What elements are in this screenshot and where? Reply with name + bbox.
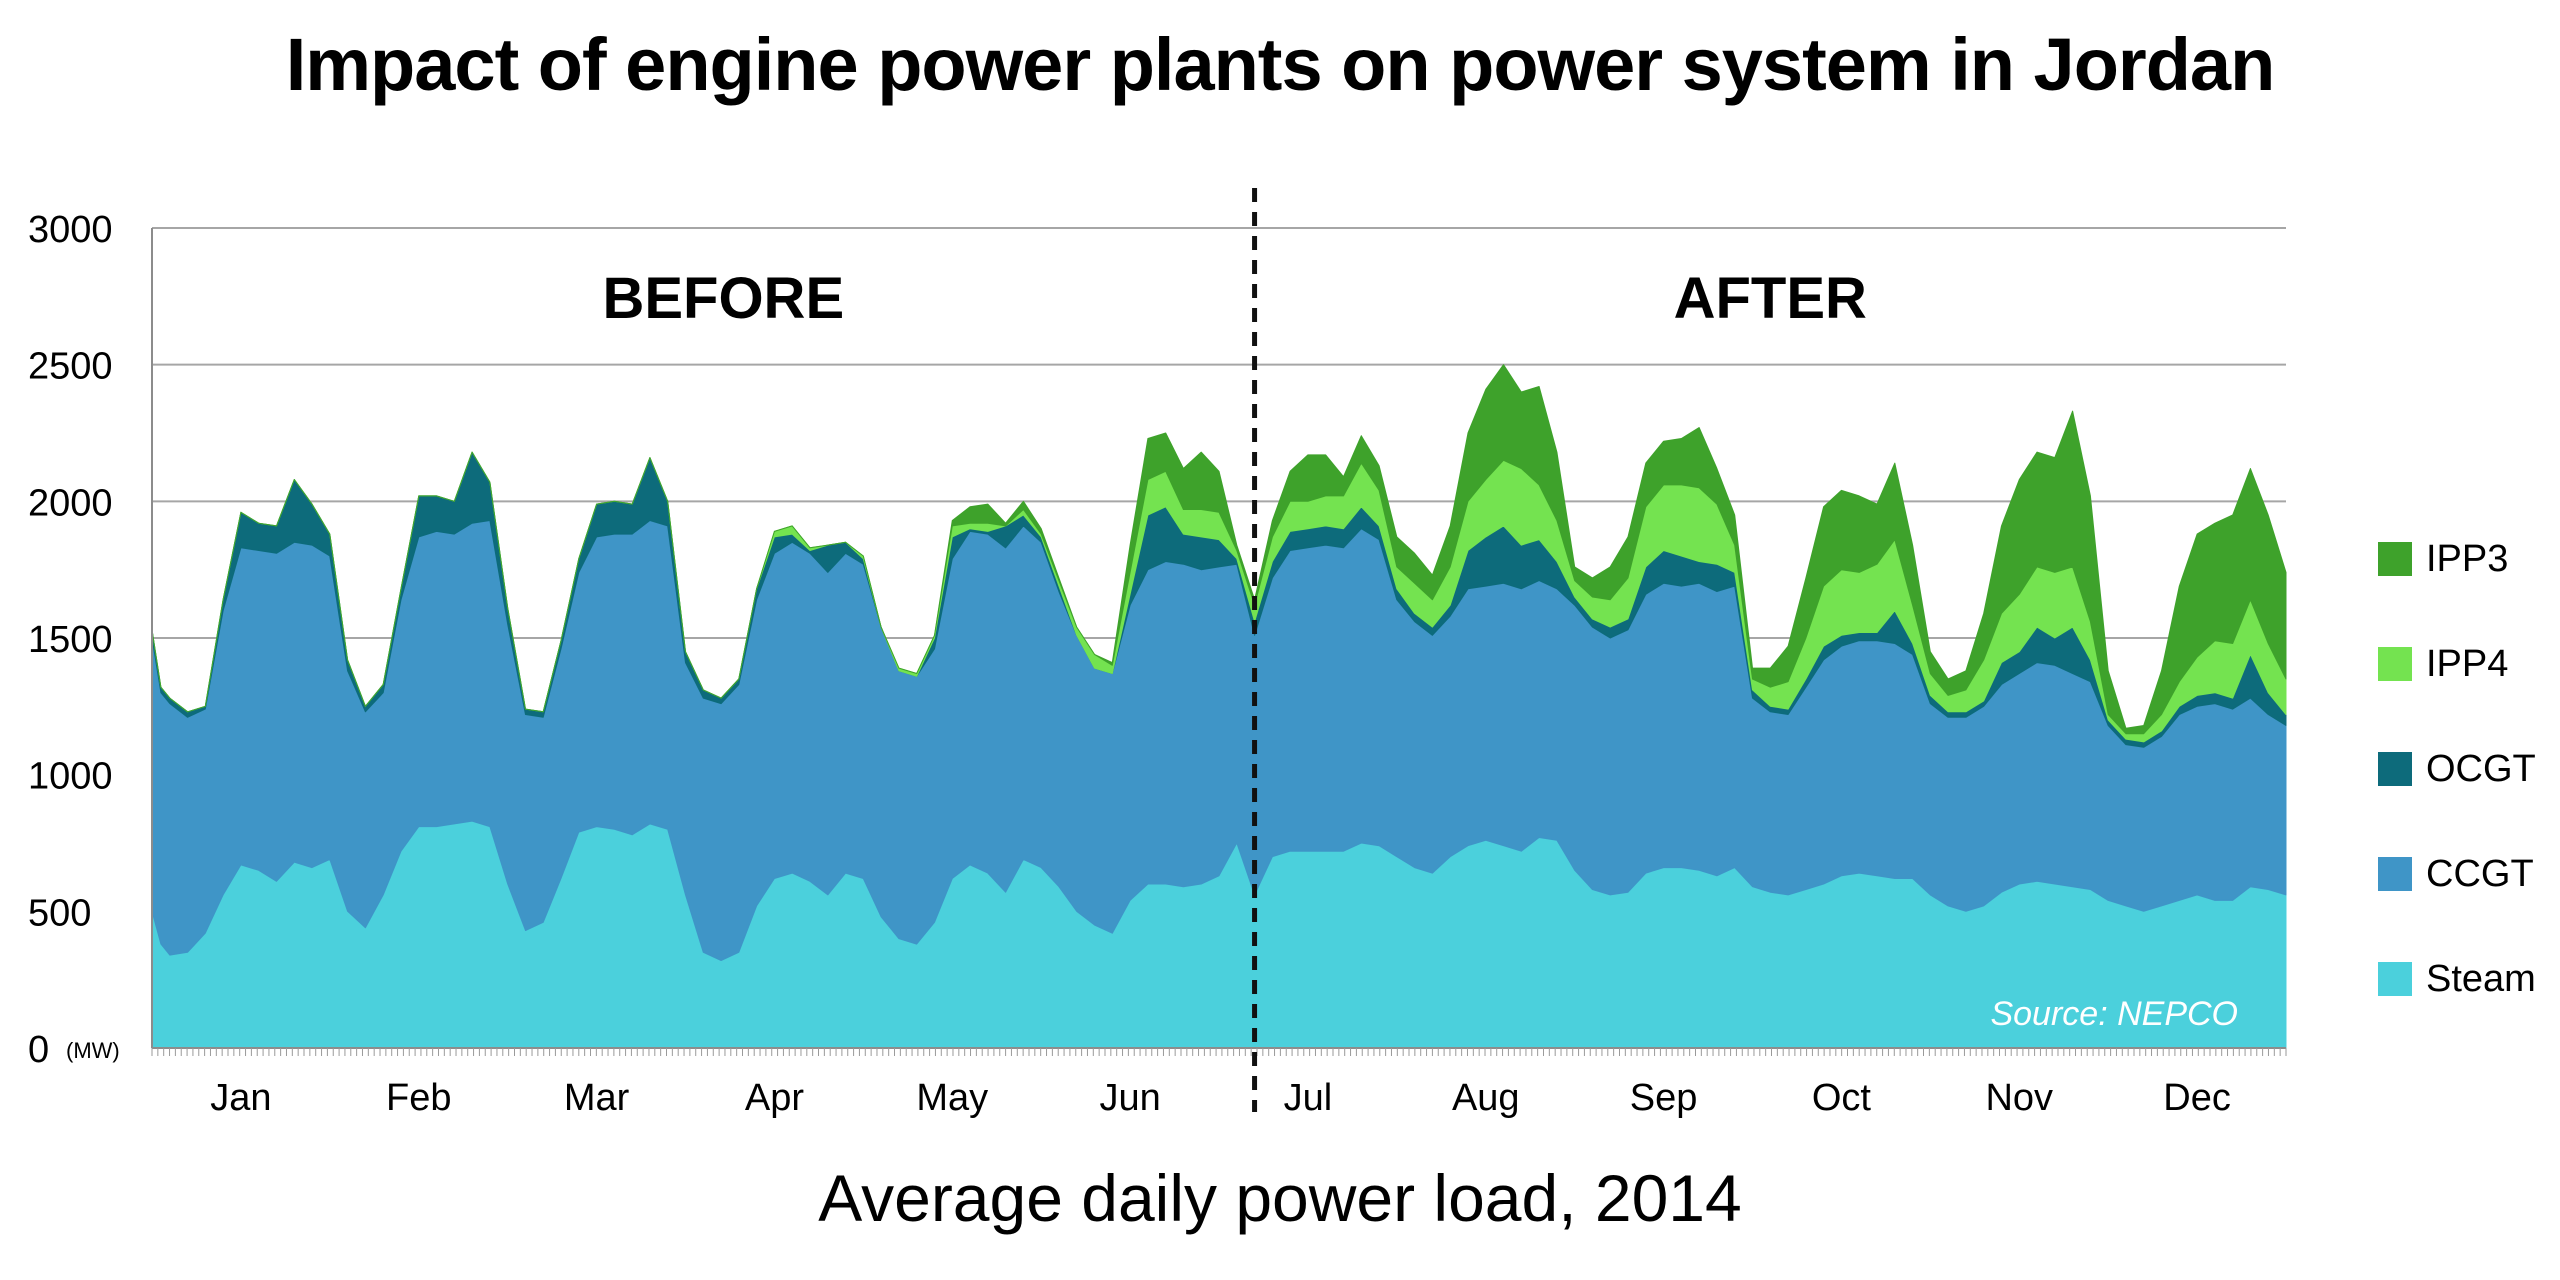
legend-label: OCGT [2426, 748, 2536, 790]
area-series-ipp3 [151, 364, 2287, 735]
y-tick-label-2000: 2000 [28, 482, 113, 524]
legend-item-ipp4: IPP4 [2378, 641, 2558, 685]
y-unit-label: (MW) [66, 1038, 120, 1063]
chart-title: Impact of engine power plants on power s… [285, 23, 2276, 106]
y-tick-label-3000: 3000 [28, 209, 113, 251]
legend-item-ipp3: IPP3 [2378, 536, 2558, 580]
y-tick-label-500: 500 [28, 892, 91, 934]
before-label: BEFORE [602, 266, 844, 331]
legend-swatch [2378, 857, 2412, 891]
y-tick-label-1000: 1000 [28, 756, 113, 798]
x-tick-label-aug: Aug [1452, 1077, 1520, 1119]
y-tick-label-2500: 2500 [28, 346, 113, 388]
legend-item-ocgt: OCGT [2378, 746, 2558, 790]
x-tick-label-sep: Sep [1630, 1077, 1698, 1119]
x-tick-label-may: May [916, 1077, 988, 1119]
x-tick-label-nov: Nov [1985, 1077, 2053, 1119]
chart-subtitle: Average daily power load, 2014 [818, 1161, 1742, 1235]
x-tick-label-dec: Dec [2163, 1077, 2231, 1119]
legend-label: Steam [2426, 958, 2536, 1000]
x-tick-label-jan: Jan [210, 1077, 271, 1119]
y-tick-label-1500: 1500 [28, 619, 113, 661]
source-note: Source: NEPCO [1990, 995, 2238, 1033]
legend-swatch [2378, 752, 2412, 786]
chart-labels: 0 500 1000 1500 2000 2500 3000 (MW) Jan Feb Mar Apr… [28, 209, 2238, 1119]
legend-label: IPP3 [2426, 538, 2509, 580]
legend-item-steam: Steam [2378, 956, 2558, 1000]
x-tick-label-jun: Jun [1099, 1077, 1160, 1119]
x-tick-label-mar: Mar [564, 1077, 630, 1119]
legend-swatch [2378, 647, 2412, 681]
x-tick-label-jul: Jul [1284, 1077, 1333, 1119]
legend-label: IPP4 [2426, 643, 2509, 685]
legend-item-ccgt: CCGT [2378, 851, 2558, 895]
legend-label: CCGT [2426, 853, 2534, 895]
y-tick-label-0: 0 [28, 1029, 49, 1071]
x-tick-label-feb: Feb [386, 1077, 451, 1119]
x-tick-label-oct: Oct [1812, 1077, 1872, 1119]
area-series-group [151, 364, 2287, 1049]
after-label: AFTER [1674, 266, 1867, 331]
legend-swatch [2378, 542, 2412, 576]
legend-swatch [2378, 962, 2412, 996]
axes [151, 188, 2287, 1112]
x-tick-label-apr: Apr [745, 1077, 804, 1119]
